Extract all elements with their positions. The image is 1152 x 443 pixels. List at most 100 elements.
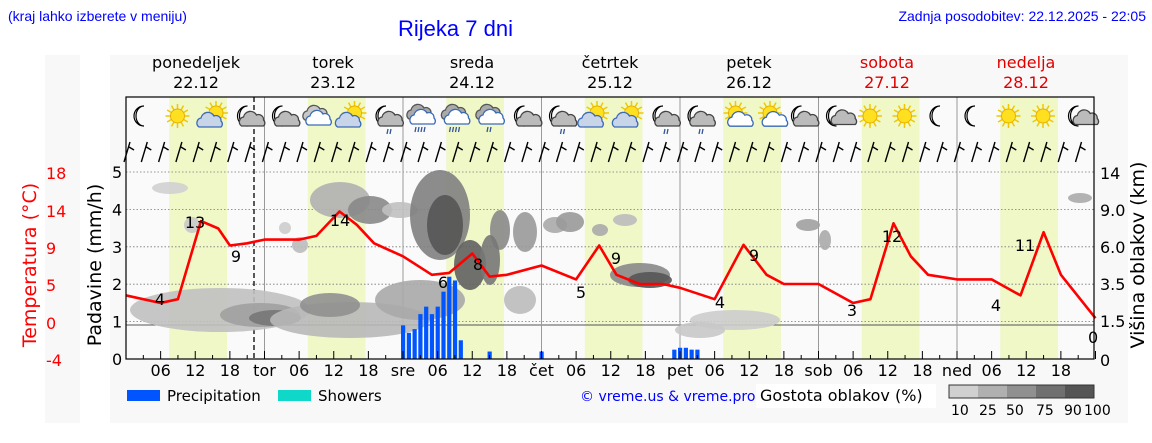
day-date: 26.12	[726, 73, 772, 92]
x-tick: 06	[981, 361, 1001, 380]
temperature-line	[125, 210, 1097, 320]
legend: Precipitation Showers © vreme.us & vreme.p…	[127, 384, 1111, 419]
cloud-density-tick: 25	[979, 403, 997, 419]
precip-bar	[435, 306, 440, 359]
temp-tick: 5	[46, 276, 56, 295]
cloud-density-swatch	[1007, 385, 1036, 398]
weather-icons	[133, 101, 1100, 135]
x-tick: 18	[1051, 361, 1071, 380]
day-name: sreda	[449, 53, 495, 72]
precip-bar	[429, 314, 435, 359]
day-label-2: sreda 24.12	[407, 53, 537, 93]
day-name: sobota	[859, 53, 915, 72]
precip-legend-label: Precipitation	[167, 387, 261, 405]
temp-label: 9	[749, 246, 759, 265]
day-label-0: ponedeljek 22.12	[131, 53, 261, 93]
showers-legend-swatch	[278, 390, 311, 401]
day-label-1: torek 23.12	[268, 53, 398, 93]
temp-label: 5	[576, 283, 586, 302]
day-date: 25.12	[587, 73, 633, 92]
precip-bar	[406, 332, 411, 359]
x-tick: 12	[878, 361, 898, 380]
x-tick: 12	[739, 361, 759, 380]
cloud-height-axis-title: Višina oblakov (km)	[1127, 162, 1149, 349]
temp-label: 8	[473, 255, 483, 274]
cloud-density-tick: 50	[1006, 403, 1024, 419]
x-tick: 12	[601, 361, 621, 380]
precip-bar	[452, 280, 458, 359]
x-tick: tor	[253, 361, 276, 380]
precip-bar	[458, 340, 463, 359]
x-tick: 18	[774, 361, 794, 380]
precip-bar	[418, 314, 423, 359]
day-date: 28.12	[1003, 73, 1049, 92]
day-date: 22.12	[173, 73, 219, 92]
page-title: Rijeka 7 dni	[398, 16, 513, 41]
temp-axis-panel	[45, 55, 80, 423]
cloud-height-tick: 3.5	[1100, 275, 1125, 294]
wind-barbs	[123, 141, 1086, 163]
last-update: Zadnja posodobitev: 22.12.2025 - 22:05	[898, 8, 1146, 24]
x-tick: sob	[804, 361, 832, 380]
temp-label: 4	[155, 290, 165, 309]
precip-tick: 3	[112, 238, 122, 257]
precip-tick: 4	[112, 200, 122, 219]
precip-legend-swatch	[127, 390, 160, 401]
temp-tick: 14	[46, 202, 66, 221]
x-tick: 12	[462, 361, 482, 380]
temp-label: 9	[231, 247, 241, 266]
cloud-density-tick: 90	[1064, 403, 1082, 419]
cloud-density-title: Gostota oblakov (%)	[760, 386, 923, 405]
temp-label: 4	[991, 296, 1001, 315]
x-tick: 06	[427, 361, 447, 380]
x-tick: čet	[529, 361, 554, 380]
temp-label: 12	[882, 227, 902, 246]
temp-label: 13	[185, 213, 205, 232]
x-tick: 12	[324, 361, 344, 380]
day-label-5: sobota 27.12	[822, 53, 952, 93]
day-name: torek	[312, 53, 354, 72]
precip-bar	[689, 349, 694, 359]
cloud-height-tick: 1.5	[1100, 312, 1125, 331]
temp-tick: 0	[46, 314, 56, 333]
menu-hint: (kraj lahko izberete v meniju)	[8, 8, 187, 24]
cloud-density-tick: 10	[951, 403, 969, 419]
day-name: petek	[726, 53, 772, 72]
x-tick: 12	[185, 361, 205, 380]
precip-bar	[424, 306, 429, 359]
temp-label: 14	[330, 211, 350, 230]
precip-bar	[447, 276, 452, 359]
axes: 18 14 9 5 0 -4 Temperatura (°C) 5 4 3 2 1 0 Padavine …	[19, 162, 1149, 380]
day-date: 27.12	[864, 73, 910, 92]
x-tick: 18	[912, 361, 932, 380]
cloud-density-tick: 100	[1084, 403, 1111, 419]
cloud-height-tick: 9.0	[1100, 201, 1125, 220]
temp-tick: 18	[46, 164, 66, 183]
showers-legend-label: Showers	[318, 387, 382, 405]
temp-axis-title: Temperatura (°C)	[19, 183, 41, 348]
cloud-density-swatch	[1065, 385, 1094, 398]
precip-tick: 2	[112, 275, 122, 294]
cloud-height-tick: 6.0	[1100, 238, 1125, 257]
day-label-6: nedelja 28.12	[961, 53, 1091, 93]
precip-tick: 1	[112, 313, 122, 332]
x-tick: pet	[667, 361, 693, 380]
day-name: nedelja	[996, 53, 1056, 72]
precip-tick: 5	[112, 163, 122, 182]
day-name: četrtek	[581, 53, 639, 72]
x-tick: 12	[1016, 361, 1036, 380]
temperature-labels: 4 13 9 14 6 8 5 9 4 9 3 12 4 11	[155, 211, 1035, 320]
precip-bar	[401, 325, 406, 359]
day-label-4: petek 26.12	[684, 53, 814, 93]
cloud-density-tick: 75	[1036, 403, 1054, 419]
precip-axis-title: Padavine (mm/h)	[84, 184, 106, 347]
temp-label: 3	[847, 301, 857, 320]
x-tick: 18	[220, 361, 240, 380]
temp-label: 9	[611, 249, 621, 268]
x-tick: 06	[704, 361, 724, 380]
temp-label: 4	[715, 293, 725, 312]
x-tick: 06	[843, 361, 863, 380]
x-tick: 06	[150, 361, 170, 380]
x-tick: 06	[566, 361, 586, 380]
